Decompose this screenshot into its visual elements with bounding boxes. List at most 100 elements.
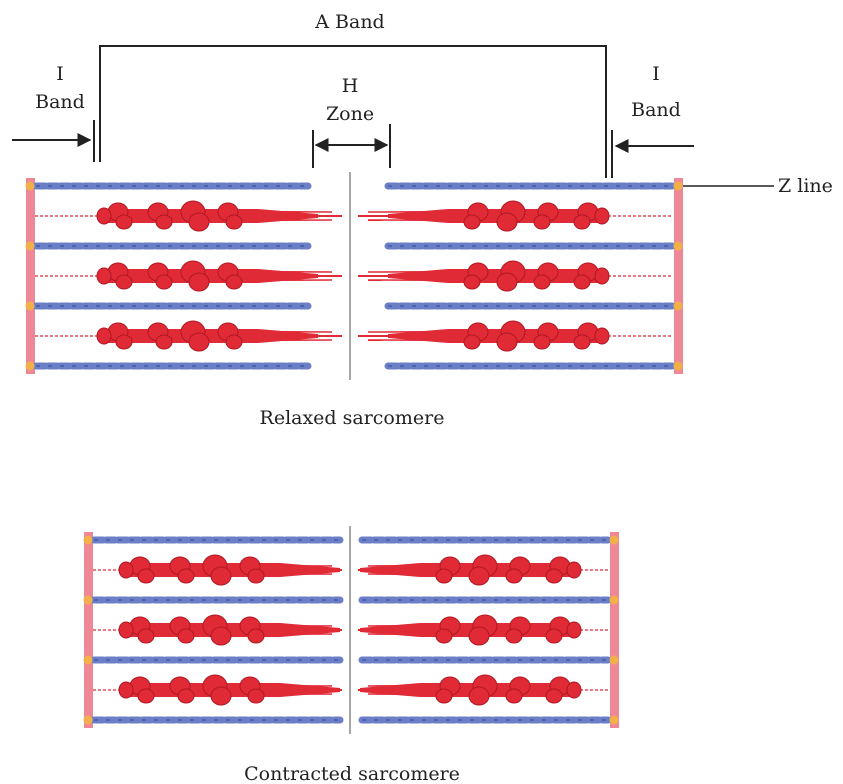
myosin-head bbox=[225, 214, 243, 230]
myosin-head bbox=[505, 568, 523, 584]
myosin-head bbox=[435, 688, 453, 704]
myosin-taper bbox=[280, 563, 340, 577]
i-band-right-label-2: Band bbox=[631, 99, 681, 121]
myosin-head bbox=[545, 688, 563, 704]
myosin-taper bbox=[360, 563, 420, 577]
myosin-head bbox=[533, 214, 551, 230]
myosin-head bbox=[573, 214, 591, 230]
contracted-caption: Contracted sarcomere bbox=[244, 763, 460, 784]
z-disc-node bbox=[25, 361, 35, 371]
myosin-head bbox=[137, 568, 155, 584]
myosin-head bbox=[468, 686, 490, 706]
i-band-right-arrow bbox=[611, 130, 694, 178]
z-disc-left bbox=[84, 532, 93, 728]
myosin-head bbox=[496, 332, 518, 352]
myosin-taper bbox=[280, 683, 340, 697]
myosin-filament bbox=[358, 200, 610, 232]
z-disc-left bbox=[26, 178, 35, 374]
z-disc-node bbox=[609, 655, 619, 665]
myosin-head bbox=[247, 628, 265, 644]
z-disc-node bbox=[25, 301, 35, 311]
myosin-end-knob bbox=[118, 561, 134, 579]
myosin-end-knob bbox=[594, 327, 610, 345]
myosin-taper bbox=[360, 623, 420, 637]
myosin-head bbox=[468, 626, 490, 646]
z-disc-node bbox=[83, 595, 93, 605]
myosin-taper bbox=[388, 209, 448, 223]
h-zone-label-1: H bbox=[342, 75, 359, 97]
myosin-head bbox=[463, 274, 481, 290]
myosin-head bbox=[137, 688, 155, 704]
myosin-head bbox=[177, 628, 195, 644]
myosin-head bbox=[435, 628, 453, 644]
h-zone-label-2: Zone bbox=[326, 103, 374, 125]
z-disc-right bbox=[674, 178, 683, 374]
a-band-label: A Band bbox=[314, 11, 384, 33]
z-disc-node bbox=[83, 655, 93, 665]
myosin-head bbox=[573, 274, 591, 290]
myosin-filament bbox=[96, 320, 342, 352]
myosin-head bbox=[463, 214, 481, 230]
myosin-taper bbox=[388, 329, 448, 343]
myosin-head bbox=[545, 568, 563, 584]
myosin-head bbox=[210, 566, 232, 586]
z-line-label: Z line bbox=[778, 175, 833, 197]
myosin-filament bbox=[358, 554, 582, 586]
myosin-head bbox=[225, 274, 243, 290]
myosin-head bbox=[496, 212, 518, 232]
z-disc-node bbox=[83, 535, 93, 545]
myosin-filament bbox=[96, 260, 342, 292]
myosin-head bbox=[177, 688, 195, 704]
myosin-head bbox=[247, 688, 265, 704]
myosin-end-knob bbox=[566, 681, 582, 699]
myosin-filament bbox=[118, 554, 342, 586]
myosin-head bbox=[177, 568, 195, 584]
z-disc-node bbox=[609, 715, 619, 725]
myosin-filament bbox=[358, 320, 610, 352]
myosin-end-knob bbox=[96, 267, 112, 285]
myosin-taper bbox=[280, 623, 340, 637]
myosin-filament bbox=[358, 260, 610, 292]
h-zone-arrow bbox=[312, 124, 391, 168]
z-disc-node bbox=[673, 301, 683, 311]
myosin-end-knob bbox=[566, 561, 582, 579]
myosin-head bbox=[505, 688, 523, 704]
myosin-head bbox=[435, 568, 453, 584]
myosin-filament bbox=[358, 674, 582, 706]
myosin-head bbox=[463, 334, 481, 350]
myosin-head bbox=[188, 212, 210, 232]
z-disc-node bbox=[609, 595, 619, 605]
myosin-end-knob bbox=[96, 327, 112, 345]
z-disc-node bbox=[673, 241, 683, 251]
myosin-taper bbox=[258, 269, 318, 283]
myosin-end-knob bbox=[594, 207, 610, 225]
relaxed-caption: Relaxed sarcomere bbox=[260, 407, 445, 429]
a-band-bracket bbox=[99, 45, 607, 178]
myosin-taper bbox=[388, 269, 448, 283]
z-disc-node bbox=[25, 181, 35, 191]
z-disc-node bbox=[25, 241, 35, 251]
i-band-left-label-1: I bbox=[56, 63, 64, 85]
z-disc-right bbox=[610, 532, 619, 728]
myosin-head bbox=[573, 334, 591, 350]
myosin-head bbox=[137, 628, 155, 644]
myosin-taper bbox=[258, 329, 318, 343]
myosin-filament bbox=[118, 614, 342, 646]
myosin-head bbox=[533, 274, 551, 290]
myosin-head bbox=[505, 628, 523, 644]
i-band-left-arrow bbox=[12, 120, 95, 162]
z-disc-node bbox=[673, 361, 683, 371]
myosin-taper bbox=[360, 683, 420, 697]
myosin-head bbox=[188, 272, 210, 292]
myosin-head bbox=[115, 274, 133, 290]
myosin-head bbox=[115, 334, 133, 350]
myosin-head bbox=[247, 568, 265, 584]
contracted-sarcomere bbox=[83, 526, 619, 734]
myosin-head bbox=[115, 214, 133, 230]
myosin-head bbox=[188, 332, 210, 352]
i-band-left-label-2: Band bbox=[35, 91, 85, 113]
z-disc-node bbox=[83, 715, 93, 725]
myosin-taper bbox=[258, 209, 318, 223]
z-disc-node bbox=[609, 535, 619, 545]
